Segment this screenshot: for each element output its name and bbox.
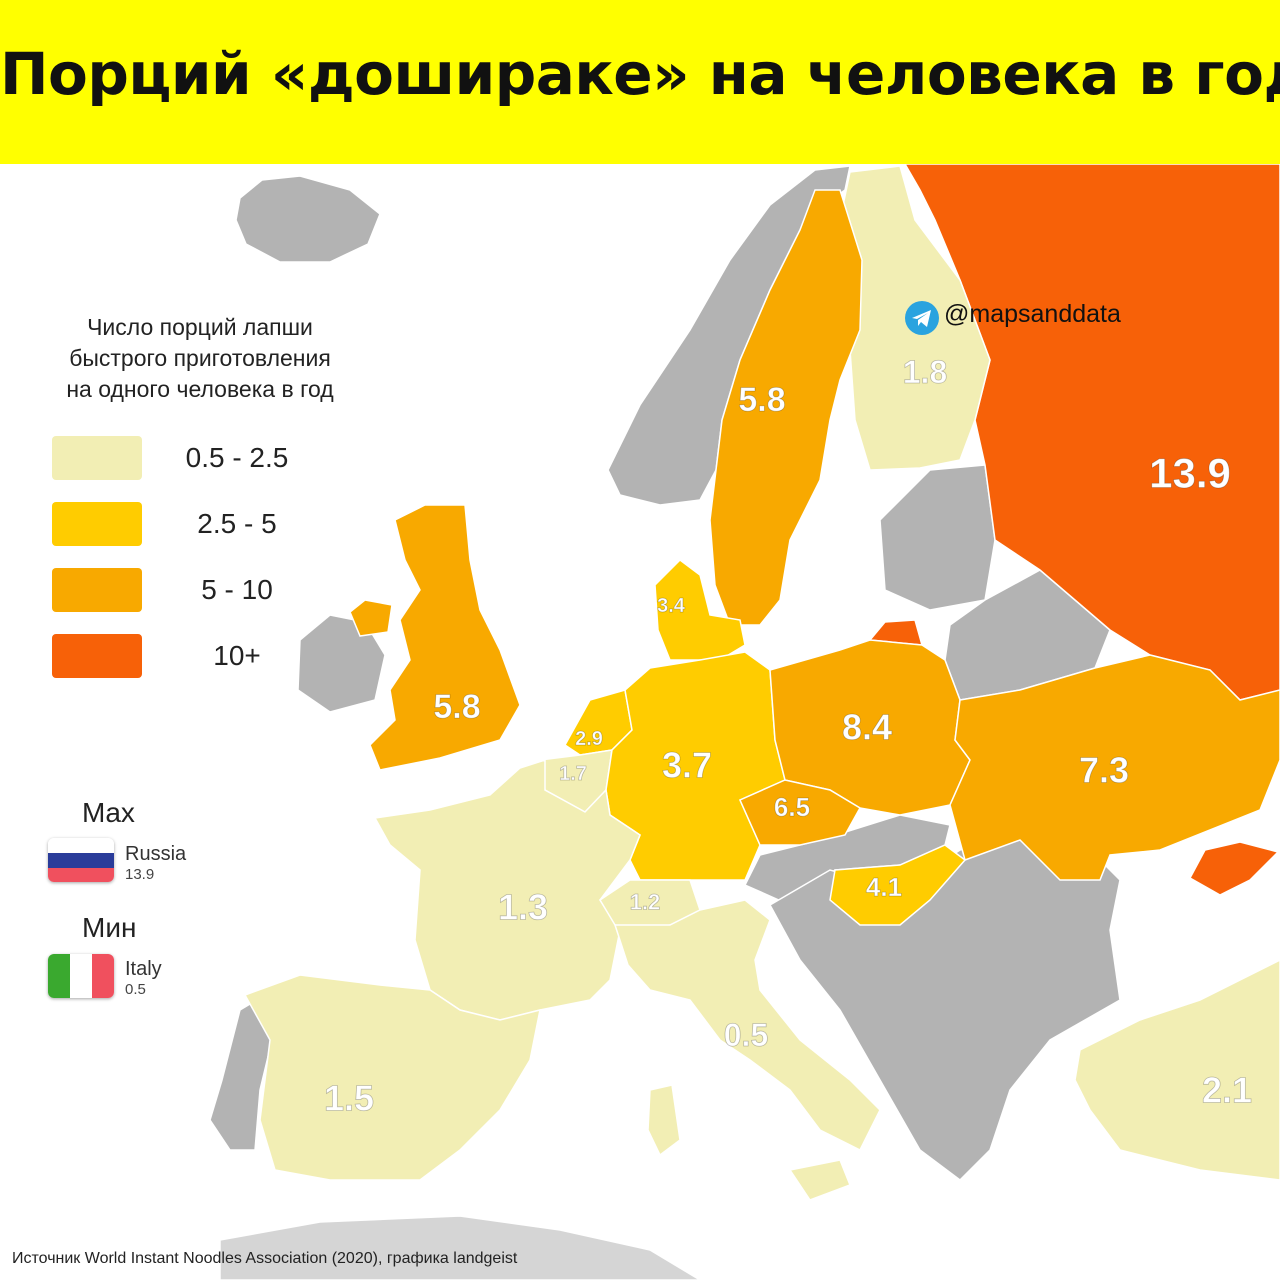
denmark-value-label: 3.4 [657, 595, 686, 617]
sweden-value-label: 5.8 [738, 381, 785, 419]
north-africa-shape [219, 1215, 702, 1280]
ukraine-shape [949, 654, 1280, 881]
value-labels: 13.9 8.4 7.3 6.5 5.8 5.8 4.1 3.7 3.4 2.9 2.1 1.8 1.7… [324, 354, 1253, 1119]
italy-flag-icon [48, 954, 114, 998]
legend-title-line: на одного человека в год [66, 376, 334, 402]
ukraine-value-label: 7.3 [1079, 750, 1129, 791]
sicily-shape [788, 1159, 851, 1201]
netherlands-value-label: 2.9 [575, 728, 603, 750]
italy-value-label: 0.5 [724, 1017, 768, 1053]
russia-flag-icon [48, 838, 114, 882]
legend-item: 5 - 10 [52, 568, 352, 612]
title-bar: Порций «дошираке» на человека в год [0, 0, 1280, 164]
portugal-shape [209, 993, 273, 1151]
legend-item: 0.5 - 2.5 [52, 436, 352, 480]
uk-shape [369, 504, 521, 771]
finland-value-label: 1.8 [903, 354, 947, 390]
germany-value-label: 3.7 [662, 745, 712, 786]
telegram-handle[interactable]: @mapsanddata [944, 300, 1121, 328]
max-heading: Max [82, 797, 135, 828]
legend-label: 5 - 10 [201, 574, 273, 605]
switzerland-value-label: 1.2 [630, 890, 661, 915]
min-heading: Мин [82, 912, 137, 943]
belgium-value-label: 1.7 [559, 763, 587, 785]
spain-shape [243, 974, 541, 1181]
baltics-shape [879, 464, 996, 611]
northern-ireland-shape [349, 599, 393, 637]
legend-title: Число порций лапши быстрого приготовлени… [40, 312, 360, 405]
legend-swatch [52, 634, 142, 678]
sardinia-shape [647, 1084, 681, 1157]
europe-map: 13.9 8.4 7.3 6.5 5.8 5.8 4.1 3.7 3.4 2.9 2.1 1.8 1.7… [209, 164, 1280, 1280]
czechia-value-label: 6.5 [774, 792, 810, 822]
legend-label: 0.5 - 2.5 [185, 442, 289, 473]
min-value: 0.5 [125, 981, 146, 998]
russia-value-label: 13.9 [1149, 450, 1231, 497]
ireland-shape [297, 614, 386, 713]
legend-item: 2.5 - 5 [52, 502, 352, 546]
legend-swatch [52, 568, 142, 612]
value-countries [243, 164, 1280, 1201]
min-country: Italy [125, 958, 162, 980]
legend-label: 2.5 - 5 [197, 508, 277, 539]
hungary-value-label: 4.1 [866, 872, 902, 902]
sweden-shape [709, 189, 863, 626]
iceland-shape [235, 175, 381, 263]
turkey-shape [1074, 959, 1280, 1181]
page-title: Порций «дошираке» на человека в год [0, 40, 1280, 108]
legend-swatch [52, 502, 142, 546]
legend-label: 10+ [213, 640, 261, 671]
spain-value-label: 1.5 [324, 1078, 374, 1119]
czechia-shape [739, 779, 862, 846]
legend-title-line: Число порций лапши [87, 314, 313, 340]
telegram-icon[interactable] [905, 301, 939, 335]
legend-swatch [52, 436, 142, 480]
turkey-value-label: 2.1 [1202, 1070, 1252, 1111]
legend-title-line: быстрого приготовления [69, 345, 331, 371]
max-value: 13.9 [125, 866, 155, 883]
max-country: Russia [125, 843, 187, 865]
crimea-shape [1188, 841, 1280, 896]
uk-value-label: 5.8 [433, 688, 480, 726]
denmark-shape [654, 559, 746, 661]
poland-value-label: 8.4 [842, 707, 892, 748]
france-value-label: 1.3 [498, 887, 548, 928]
source-credit: Источник World Instant Noodles Associati… [12, 1250, 518, 1267]
hungary-shape [829, 844, 967, 926]
legend-item: 10+ [52, 634, 352, 678]
italy-shape [613, 899, 881, 1152]
